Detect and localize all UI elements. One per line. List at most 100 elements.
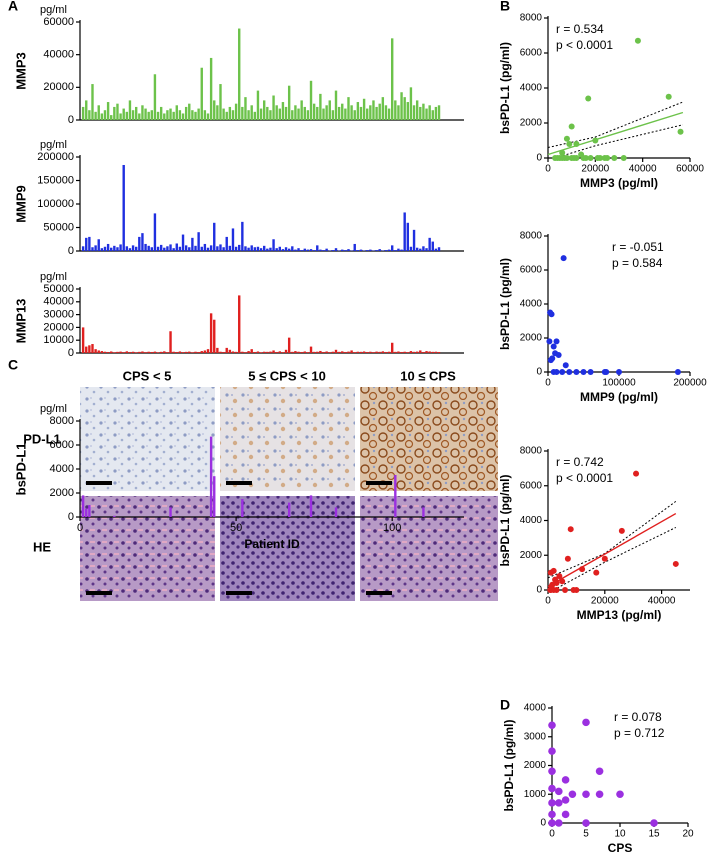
- bar: [294, 351, 297, 353]
- bar: [141, 105, 144, 120]
- bar: [347, 249, 350, 251]
- bar: [188, 103, 191, 120]
- bar: [153, 351, 157, 353]
- bar: [309, 346, 313, 353]
- image-panel: C CPS < 5 5 ≤ CPS < 10 10 ≤ CPS PD-L1 HE: [8, 357, 498, 601]
- point: [633, 470, 640, 477]
- y-tick-label: 8000: [520, 13, 543, 24]
- bar: [428, 105, 431, 120]
- point: [553, 369, 560, 375]
- annotation: p < 0.0001: [556, 471, 613, 485]
- bar: [353, 110, 356, 120]
- bar: [341, 351, 344, 353]
- bar: [372, 100, 375, 120]
- bar: [378, 249, 381, 251]
- bar: [216, 105, 219, 120]
- bar: [100, 351, 104, 353]
- bar: [197, 108, 200, 120]
- bar: [250, 105, 253, 120]
- bar: [275, 105, 278, 120]
- point: [582, 718, 590, 727]
- bar: [178, 110, 182, 120]
- bar: [159, 244, 163, 251]
- x-tick-label: 100: [383, 522, 401, 534]
- x-tick-label: 0: [545, 596, 551, 607]
- bar-chart: 0 2000 4000 6000 8000 0 50 100 pg/ml bsPD-L1 Patie…: [13, 403, 464, 551]
- bar: [384, 105, 388, 120]
- x-tick-label: 5: [583, 829, 589, 840]
- bar: [316, 351, 319, 353]
- point: [555, 352, 562, 358]
- bar: [403, 97, 406, 120]
- bar: [387, 108, 391, 120]
- bar: [125, 111, 129, 120]
- bar: [184, 245, 188, 251]
- bar: [306, 110, 310, 120]
- bar: [234, 246, 238, 251]
- point: [634, 37, 641, 44]
- bar: [213, 476, 216, 517]
- bar: [384, 351, 388, 353]
- point: [672, 560, 679, 567]
- bar: [169, 507, 172, 517]
- bar: [110, 247, 113, 251]
- bar: [253, 247, 257, 251]
- bar: [216, 347, 219, 353]
- bar: [437, 351, 441, 353]
- bar: [406, 102, 410, 120]
- bar: [291, 351, 294, 353]
- x-tick-label: 50: [230, 522, 242, 534]
- point: [582, 819, 590, 827]
- bar: [122, 108, 125, 120]
- bar: [331, 250, 335, 251]
- bar: [275, 248, 278, 251]
- column-header: 10 ≤ CPS: [400, 368, 456, 383]
- bar: [390, 342, 394, 353]
- bar: [284, 349, 288, 353]
- bar: [231, 351, 235, 353]
- bar: [425, 351, 428, 353]
- bar: [378, 351, 381, 353]
- bar: [88, 236, 91, 251]
- bar: [253, 111, 257, 120]
- bar: [144, 243, 147, 251]
- bar: [225, 236, 228, 251]
- y-tick-label: 40000: [43, 296, 74, 308]
- bar: [103, 246, 107, 251]
- y-axis-title: bsPD-L1 (pg/ml): [498, 474, 512, 566]
- bar: [347, 351, 350, 353]
- bar: [415, 100, 419, 120]
- point: [548, 784, 556, 793]
- x-axis-title: CPS: [608, 841, 633, 855]
- bar: [253, 351, 257, 353]
- bar: [88, 345, 91, 353]
- bar: [128, 351, 132, 353]
- x-tick-label: 20000: [591, 596, 619, 607]
- point: [548, 747, 556, 755]
- x-tick-label: 10: [614, 829, 626, 840]
- bar: [359, 249, 363, 251]
- bar: [312, 351, 316, 353]
- bar: [85, 346, 88, 353]
- y-tick-label: 8000: [520, 231, 543, 242]
- bar: [341, 249, 344, 251]
- bar: [131, 110, 135, 120]
- y-tick-label: 0: [536, 367, 542, 378]
- annotation: p = 0.584: [612, 256, 663, 270]
- bar: [390, 245, 394, 251]
- bar: [269, 110, 272, 120]
- bar: [409, 246, 413, 251]
- y-tick-label: 4000: [520, 515, 543, 526]
- scale-bar: [86, 591, 112, 595]
- bar: [91, 344, 94, 353]
- point: [548, 311, 555, 318]
- bar: [341, 103, 344, 120]
- point: [592, 137, 599, 144]
- unit-label: pg/ml: [40, 403, 67, 415]
- y-tick-label: 6000: [520, 480, 543, 491]
- bar: [266, 351, 269, 353]
- point: [593, 569, 600, 576]
- bar: [181, 113, 185, 120]
- scatter-chart: 0 2000 4000 6000 8000 0 100000 200000 bsPD-L1 (p…: [498, 231, 707, 405]
